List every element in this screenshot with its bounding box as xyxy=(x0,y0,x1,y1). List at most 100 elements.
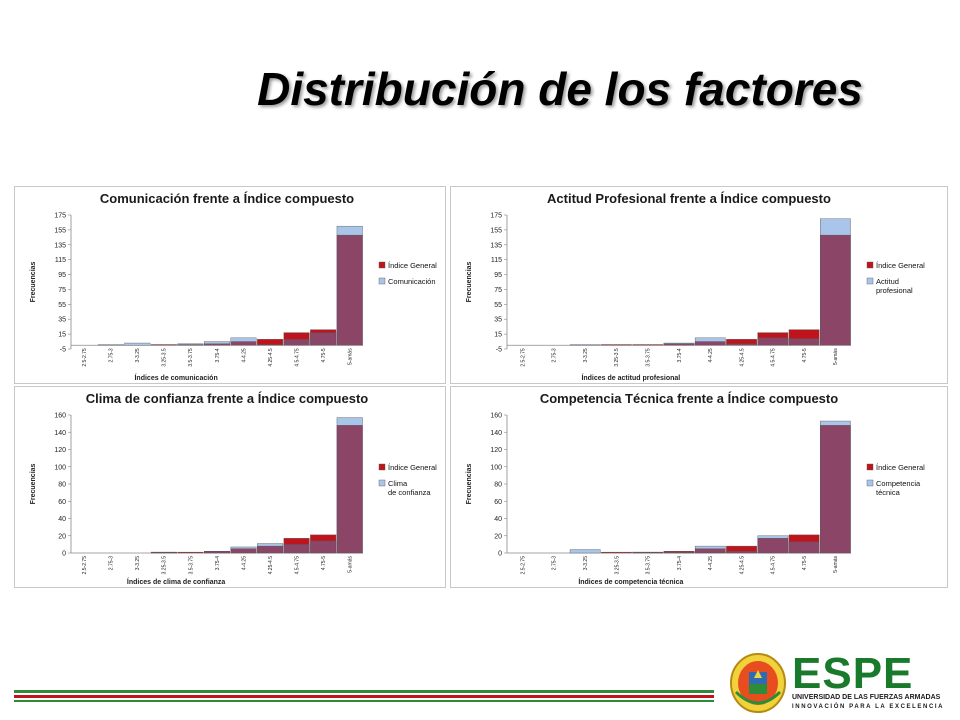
legend-label-indice-general: Índice General xyxy=(876,261,925,270)
bar-overlap xyxy=(204,551,230,554)
legend-swatch-competencia-tecnica xyxy=(866,479,874,487)
x-tick-label: 5-amás xyxy=(348,348,354,365)
bar-overlap xyxy=(177,344,204,346)
y-tick-label: 115 xyxy=(491,257,502,264)
y-tick-label: 75 xyxy=(494,287,502,294)
bar-overlap xyxy=(694,548,726,554)
x-tick-label: 3.25-3.5 xyxy=(614,556,620,575)
bar-indice-general xyxy=(177,551,204,554)
bar-overlap xyxy=(230,341,257,346)
y-tick-label: 20 xyxy=(494,533,502,540)
bar-overlap xyxy=(204,343,230,346)
bar-overlap xyxy=(632,551,664,554)
x-tick-label: 4.75-5 xyxy=(802,348,808,362)
legend-swatch-indice-general xyxy=(378,261,386,269)
x-tick-label: 2.75-3 xyxy=(109,348,115,362)
chart-title: Comunicación frente a Índice compuesto xyxy=(100,191,354,206)
bar-overlap xyxy=(150,551,177,554)
bar-overlap xyxy=(310,540,337,554)
chart-panel-comunicacion: Comunicación frente a Índice compuesto -5… xyxy=(14,186,446,384)
x-tick-label: 3-3.25 xyxy=(135,556,141,570)
chart-svg: Comunicación frente a Índice compuesto -5… xyxy=(30,191,437,382)
y-tick-label: 95 xyxy=(58,272,66,279)
legend-label-indice-general: Índice General xyxy=(876,463,925,472)
footer-divider-green xyxy=(14,690,714,693)
bar-overlap xyxy=(663,551,695,554)
legend-label-actitud-profesional: Actitud profesional xyxy=(876,277,913,295)
x-tick-label: 2.75-3 xyxy=(109,556,115,570)
legend-swatch-actitud-profesional xyxy=(866,277,874,285)
x-tick-label: 4.5-4.75 xyxy=(771,556,777,575)
x-tick-label: 3.5-3.75 xyxy=(188,348,194,367)
x-tick-label: 4.25-4.5 xyxy=(739,556,745,575)
bar-overlap xyxy=(310,332,337,346)
y-tick-label: 175 xyxy=(490,213,502,220)
x-tick-label: 3.75-4 xyxy=(677,556,683,570)
y-tick-label: 175 xyxy=(54,213,66,220)
legend-swatch-indice-general xyxy=(866,463,874,471)
x-tick-label: 3.25-3.5 xyxy=(162,556,168,575)
chart-panel-actitud-profesional: Actitud Profesional frente a Índice comp… xyxy=(450,186,948,384)
x-tick-label: 4-4.25 xyxy=(241,348,247,362)
y-tick-label: 155 xyxy=(54,227,66,234)
legend-label-comunicacion: Comunicación xyxy=(388,277,436,286)
x-tick-label: 2.5-2.75 xyxy=(82,348,88,367)
x-tick-label: 3.25-3.5 xyxy=(162,348,168,367)
bar-overlap xyxy=(757,337,789,346)
x-tick-label: 2.75-3 xyxy=(552,556,558,570)
x-axis-label: Índices de comunicación xyxy=(134,373,217,382)
y-tick-label: 160 xyxy=(490,413,502,420)
bar-overlap xyxy=(283,544,310,554)
x-tick-label: 4.25-4.5 xyxy=(739,348,745,367)
chart-svg: Clima de confianza frente a Índice compu… xyxy=(30,391,437,586)
x-tick-label: 4.75-5 xyxy=(321,556,327,570)
y-tick-label: 75 xyxy=(58,287,66,294)
espe-logo-text: ESPE xyxy=(792,649,914,698)
x-tick-label: 3.5-3.75 xyxy=(646,556,652,575)
y-tick-label: 0 xyxy=(498,551,502,558)
x-tick-label: 3.75-4 xyxy=(215,348,221,362)
legend-label-indice-general: Índice General xyxy=(388,261,437,270)
bar-overlap xyxy=(694,341,726,346)
y-tick-label: 80 xyxy=(58,482,66,489)
bar-factor xyxy=(124,342,151,346)
x-tick-label: 3-3.25 xyxy=(583,348,589,362)
x-tick-label: 4.5-4.75 xyxy=(294,348,300,367)
legend-label-indice-general: Índice General xyxy=(388,463,437,472)
legend-swatch-indice-general xyxy=(866,261,874,269)
x-tick-label: 2.75-3 xyxy=(552,348,558,362)
y-tick-label: 35 xyxy=(58,317,66,324)
x-tick-label: 4.25-4.5 xyxy=(268,556,274,575)
x-tick-label: 4.5-4.75 xyxy=(294,556,300,575)
x-tick-label: 3.25-3.5 xyxy=(614,348,620,367)
y-tick-label: 120 xyxy=(54,447,66,454)
x-tick-label: 4.25-4.5 xyxy=(268,348,274,367)
chart-title: Competencia Técnica frente a Índice comp… xyxy=(540,391,838,406)
bar-overlap xyxy=(283,339,310,346)
y-tick-label: 40 xyxy=(494,516,502,523)
y-tick-label: 80 xyxy=(494,482,502,489)
bar-overlap xyxy=(726,551,757,554)
footer-divider-green-2 xyxy=(14,700,714,702)
y-axis-label: Frecuencias xyxy=(466,261,473,302)
bar-indice-general xyxy=(601,344,632,346)
y-tick-label: 20 xyxy=(58,533,66,540)
legend-swatch-comunicacion xyxy=(378,277,386,285)
x-tick-label: 2.5-2.75 xyxy=(520,348,526,367)
y-tick-label: 140 xyxy=(54,430,66,437)
y-axis-label: Frecuencias xyxy=(466,463,473,504)
bar-factor xyxy=(97,344,124,346)
y-tick-label: 135 xyxy=(490,242,502,249)
x-tick-label: 2.5-2.75 xyxy=(82,556,88,575)
university-seal-icon xyxy=(730,653,786,713)
bar-overlap xyxy=(257,344,284,346)
y-tick-label: 140 xyxy=(490,430,502,437)
bar-overlap xyxy=(757,538,789,554)
y-tick-label: 15 xyxy=(58,332,66,339)
y-tick-label: 155 xyxy=(490,227,502,234)
x-tick-label: 4-4.25 xyxy=(241,556,247,570)
bar-overlap xyxy=(820,425,851,554)
footer-divider-red xyxy=(14,695,714,698)
bar-overlap xyxy=(788,338,820,346)
legend-swatch-clima-de-confianza xyxy=(378,479,386,487)
